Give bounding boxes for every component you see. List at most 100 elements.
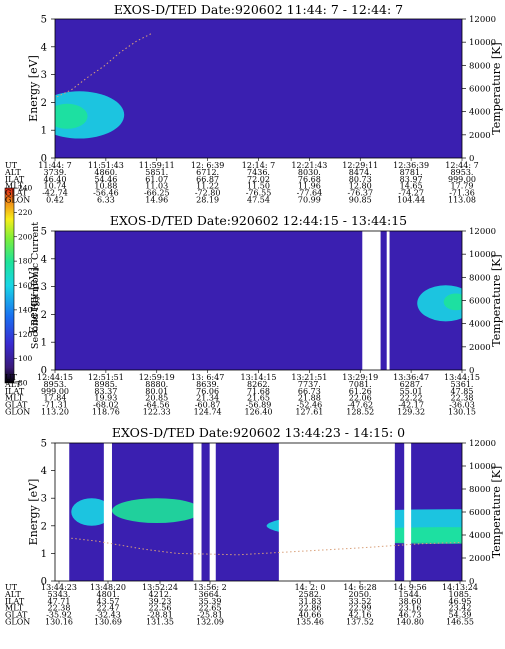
ephemeris-cell: 61.26 xyxy=(349,387,372,396)
ephemeris-cell: -36.03 xyxy=(449,401,475,410)
data-gap xyxy=(386,231,390,370)
ephemeris-cell: 5851. xyxy=(145,168,168,177)
ephemeris-cell: -56.46 xyxy=(93,189,119,198)
ephemeris-cell: 14.65 xyxy=(400,182,423,191)
ephemeris-cell: 11:59:11 xyxy=(139,161,175,170)
ephemeris-cell: 13:36:47 xyxy=(393,373,429,382)
spectrogram-blob xyxy=(71,498,112,526)
ephemeris-cell: 130.16 xyxy=(45,618,73,627)
colorbar-title: Second Harmonic Current xyxy=(30,222,41,349)
ephemeris-cell: 12:29:11 xyxy=(342,161,378,170)
ephemeris-cell: 7081. xyxy=(349,380,372,389)
ephemeris-cell: 54.46 xyxy=(94,175,117,184)
ephemeris-cell: 113.20 xyxy=(41,408,69,417)
ephemeris-cell: 0.42 xyxy=(46,196,64,205)
ephemeris-cell: -52.46 xyxy=(297,401,323,410)
ephemeris-cell: 10.88 xyxy=(94,182,117,191)
ephemeris-cell: 22.38 xyxy=(48,604,71,613)
ephemeris-cell: 33.52 xyxy=(349,597,372,606)
y2-tick-label: 2000 xyxy=(469,554,491,564)
ephemeris-cell: 66.73 xyxy=(298,387,321,396)
colorbar-tick-label: 240 xyxy=(18,184,33,193)
ephemeris-cell: 13:56: 2 xyxy=(193,583,226,592)
ephemeris-cell: 80.73 xyxy=(349,175,372,184)
y-tick-label: 3 xyxy=(41,282,47,293)
ephemeris-cell: 46.95 xyxy=(449,597,472,606)
ephemeris-cell: 46.73 xyxy=(399,611,422,620)
ephemeris-cell: 8262. xyxy=(247,380,270,389)
ephemeris-cell: 6.33 xyxy=(97,196,115,205)
ephemeris-cell: 1085. xyxy=(449,590,472,599)
ephemeris-cell: 14.96 xyxy=(145,196,168,205)
y-tick-label: 3 xyxy=(41,494,47,505)
ephemeris-cell: -74.27 xyxy=(398,189,424,198)
y2-tick-label: 0 xyxy=(469,366,474,376)
y-tick-label: 1 xyxy=(41,126,47,137)
ephemeris-cell: 11.22 xyxy=(196,182,219,191)
ephemeris-cell: 126.40 xyxy=(245,408,273,417)
ephemeris-cell: 8781. xyxy=(400,168,423,177)
ephemeris-cell: 12:36:39 xyxy=(393,161,429,170)
ephemeris-cell: 21.34 xyxy=(196,394,219,403)
ephemeris-cell: -25.81 xyxy=(197,611,223,620)
ephemeris-cell: 10.74 xyxy=(44,182,67,191)
panel-title: EXOS-D/TED Date:920602 13:44:23 - 14:15:… xyxy=(112,425,405,440)
y2-tick-label: 2000 xyxy=(469,343,491,353)
ephemeris-cell: 2050. xyxy=(349,590,372,599)
spectrogram-blob xyxy=(55,103,88,129)
panel-2: EXOS-D/TED Date:920602 12:44:15 - 13:44:… xyxy=(4,213,503,417)
y2-tick-label: 2000 xyxy=(469,131,491,141)
ephemeris-cell: 4860. xyxy=(94,168,117,177)
plot-area xyxy=(55,231,462,370)
ephemeris-cell: 999.00 xyxy=(448,175,476,184)
ephemeris-cell: 66.87 xyxy=(196,175,219,184)
y-tick-label: 0 xyxy=(41,366,47,377)
ephemeris-cell: 14: 9:56 xyxy=(393,583,426,592)
ephemeris-row-label: MLT xyxy=(5,604,24,613)
colorbar-tick-label: 220 xyxy=(18,208,33,217)
colorbar: 80 100 120 140 160 180 200 220 240 Second Harmoni… xyxy=(4,184,41,388)
y2-tick-label: 0 xyxy=(469,154,474,164)
y2-tick-label: 4000 xyxy=(469,108,491,118)
y-tick-label: 3 xyxy=(41,70,47,81)
ephemeris-cell: -35.92 xyxy=(46,611,72,620)
ephemeris-cell: -60.87 xyxy=(195,401,221,410)
ephemeris-cell: 104.44 xyxy=(397,196,425,205)
y2-tick-label: 6000 xyxy=(469,508,491,518)
ephemeris-cell: 72.02 xyxy=(247,175,270,184)
data-gap xyxy=(278,443,395,581)
ephemeris-cell: 23.16 xyxy=(399,604,422,613)
y-axis-label: Energy [eV] xyxy=(27,479,40,546)
spectrogram-background xyxy=(55,19,462,158)
ephemeris-cell: 13:21:51 xyxy=(291,373,327,382)
data-gap xyxy=(362,231,381,370)
ephemeris-cell: 28.19 xyxy=(196,196,219,205)
y-tick-label: 4 xyxy=(41,254,47,265)
ephemeris-cell: -28.81 xyxy=(147,611,173,620)
ephemeris-cell: 13:52:24 xyxy=(142,583,178,592)
ephemeris-cell: 70.99 xyxy=(298,196,321,205)
ephemeris-row-label: UT xyxy=(5,373,18,382)
ephemeris-cell: 47.71 xyxy=(48,597,71,606)
y2-tick-label: 10000 xyxy=(469,462,496,472)
ephemeris-cell: 8639. xyxy=(196,380,219,389)
spectrogram-blob xyxy=(443,293,462,311)
ephemeris-cell: 1544. xyxy=(399,590,422,599)
ephemeris-row-label: ALT xyxy=(4,590,21,599)
y2-tick-label: 4000 xyxy=(469,531,491,541)
ephemeris-cell: 124.74 xyxy=(194,408,222,417)
ephemeris-cell: 17.79 xyxy=(451,182,474,191)
ephemeris-cell: 13:48:20 xyxy=(90,583,126,592)
y-tick-label: 2 xyxy=(41,310,47,321)
ephemeris-cell: 5361. xyxy=(451,380,474,389)
ephemeris-cell: 130.69 xyxy=(94,618,122,627)
y-tick-label: 1 xyxy=(41,549,47,560)
y2-tick-label: 0 xyxy=(469,577,474,587)
ephemeris-cell: 3664. xyxy=(199,590,222,599)
ephemeris-cell: 76.68 xyxy=(298,175,321,184)
panel-3: EXOS-D/TED Date:920602 13:44:23 - 14:15:… xyxy=(4,425,503,627)
ephemeris-row-label: GLON xyxy=(5,408,30,417)
ephemeris-cell: 12: 6:39 xyxy=(191,161,224,170)
ephemeris-cell: 43.57 xyxy=(97,597,120,606)
y-tick-label: 0 xyxy=(41,577,47,588)
